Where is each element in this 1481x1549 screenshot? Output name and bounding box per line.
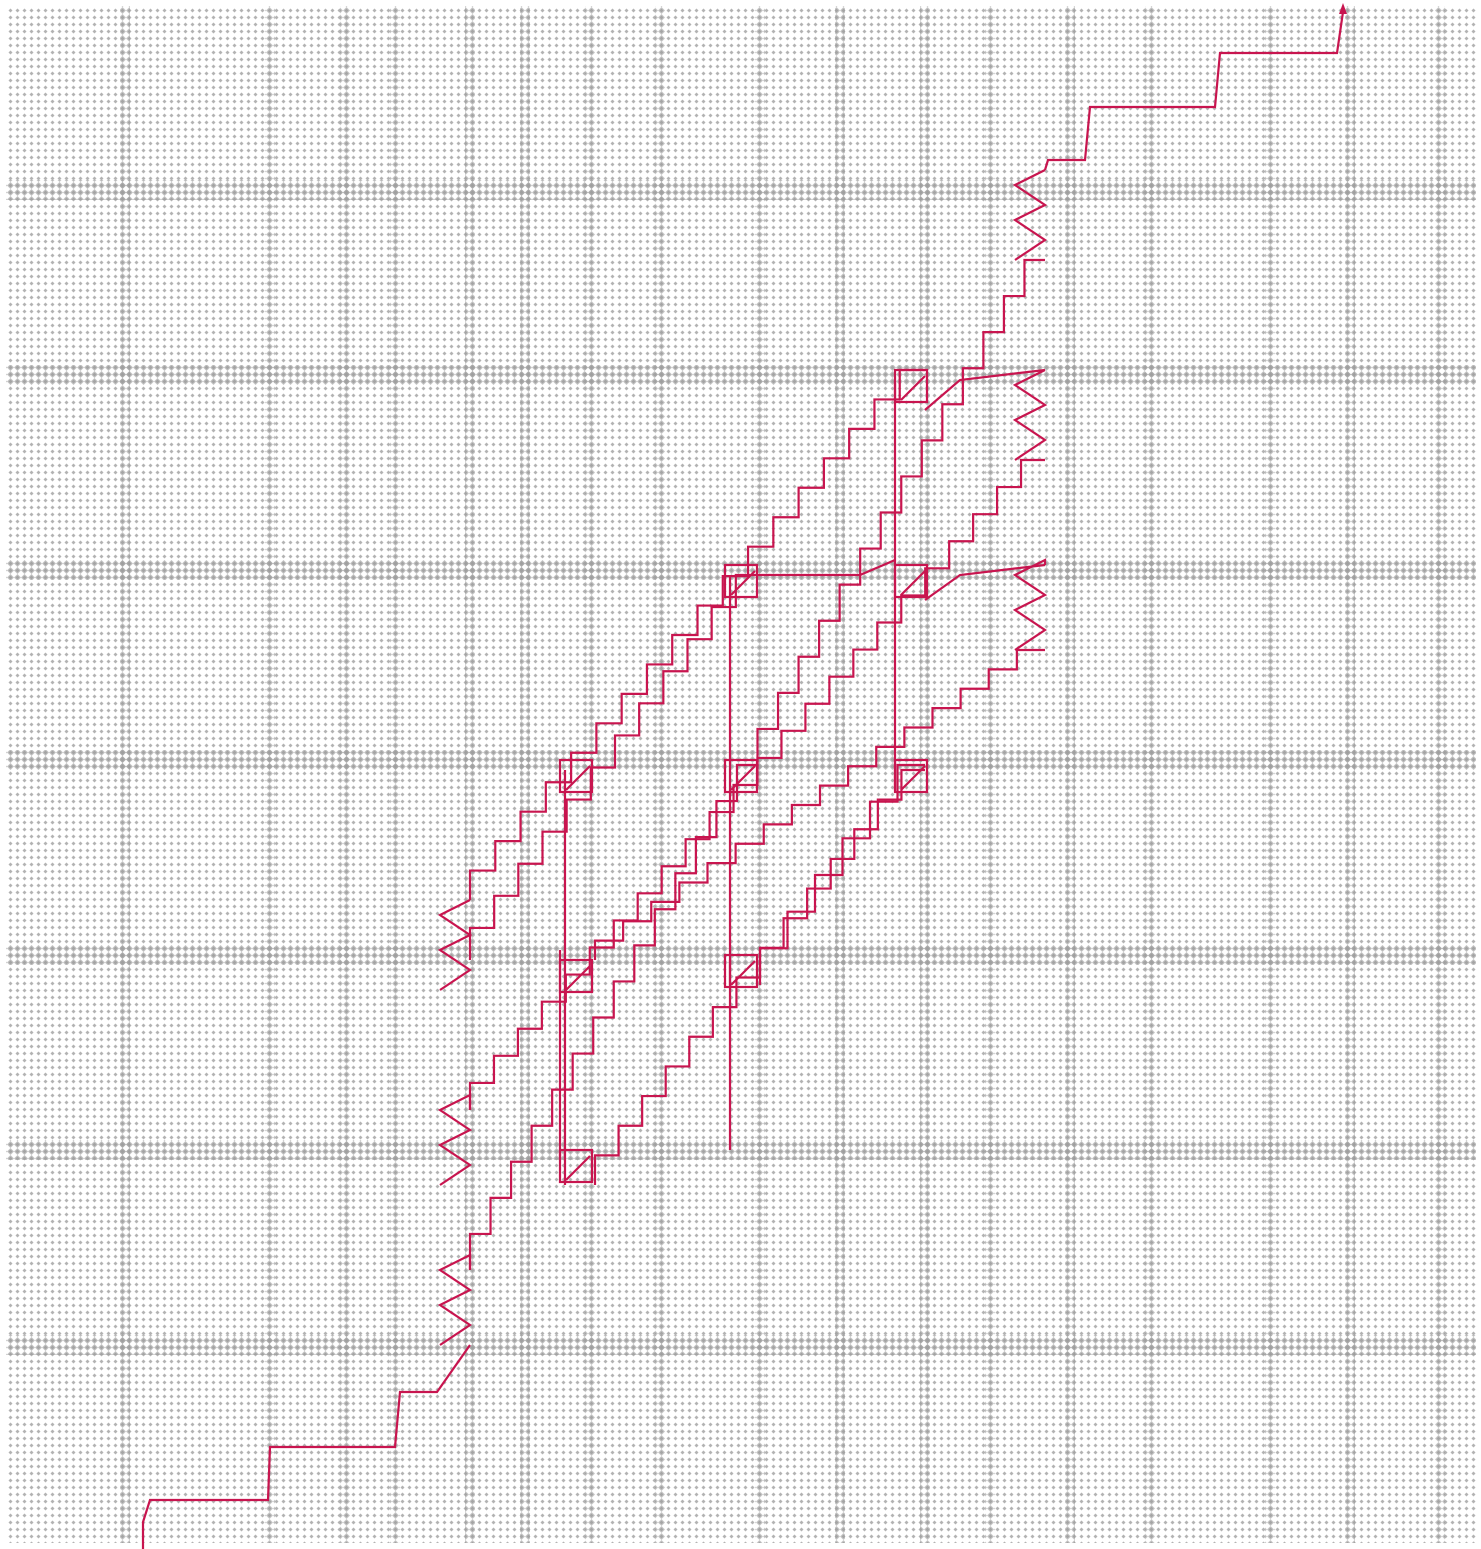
- pattern-band: [920, 6, 930, 1543]
- figure: [0, 0, 1481, 1549]
- pattern-band: [985, 6, 995, 1543]
- pattern-band: [835, 6, 845, 1543]
- pattern-band: [265, 6, 275, 1543]
- pattern-band: [1265, 6, 1275, 1543]
- pattern-band: [6, 1335, 1476, 1355]
- pattern-field: [6, 6, 1476, 1543]
- page: (() => { const data = JSON.parse(documen…: [0, 0, 1481, 1549]
- pattern-band: [520, 6, 530, 1543]
- pattern-band: [120, 6, 130, 1543]
- pattern-band: [6, 1140, 1476, 1160]
- pattern-band: [340, 6, 350, 1543]
- pattern-band: [390, 6, 400, 1543]
- pattern-band: [1435, 6, 1445, 1543]
- pattern-band: [655, 6, 665, 1543]
- pattern-band: [6, 365, 1476, 385]
- pattern-band: [1145, 6, 1155, 1543]
- pattern-band: [6, 180, 1476, 200]
- pattern-band: [465, 6, 475, 1543]
- pattern: [6, 6, 1476, 1543]
- pattern-band: [1065, 6, 1075, 1543]
- pattern-band: [1345, 6, 1355, 1543]
